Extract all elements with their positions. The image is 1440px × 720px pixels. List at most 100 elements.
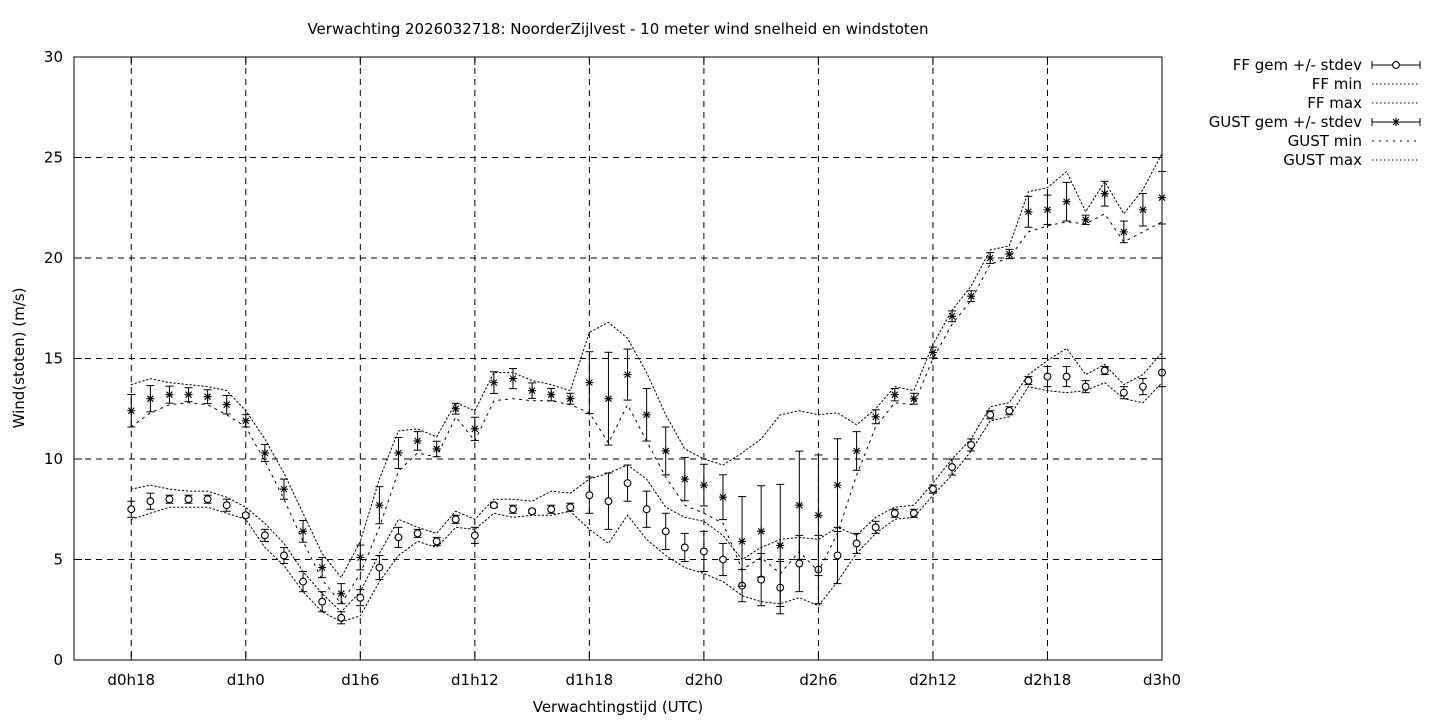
data-point bbox=[776, 541, 785, 550]
data-point bbox=[585, 491, 594, 500]
star-marker-path bbox=[680, 475, 689, 484]
legend-entry: FF max bbox=[1307, 94, 1420, 112]
data-point bbox=[738, 537, 747, 546]
data-point bbox=[299, 527, 308, 536]
data-point bbox=[1119, 388, 1128, 397]
star-marker-path bbox=[394, 448, 403, 457]
y-tick-label: 15 bbox=[44, 350, 63, 368]
star-marker-path bbox=[967, 292, 976, 301]
star-marker-path bbox=[585, 378, 594, 387]
data-point bbox=[1119, 227, 1128, 236]
data-point bbox=[833, 551, 842, 560]
legend-label: FF gem +/- stdev bbox=[1233, 56, 1362, 74]
data-point bbox=[604, 497, 613, 506]
data-point bbox=[795, 559, 804, 568]
series-line bbox=[130, 347, 1163, 613]
data-point bbox=[699, 481, 708, 490]
data-point bbox=[528, 507, 537, 516]
star-marker-path bbox=[776, 541, 785, 550]
data-point bbox=[1100, 189, 1109, 198]
data-point bbox=[432, 444, 441, 453]
data-point bbox=[165, 495, 174, 504]
data-point bbox=[127, 505, 136, 514]
data-point bbox=[222, 501, 231, 510]
data-point bbox=[928, 348, 937, 357]
data-point bbox=[146, 497, 155, 506]
grid-lines bbox=[74, 57, 1163, 660]
star-marker-path bbox=[757, 527, 766, 536]
data-point bbox=[719, 555, 727, 564]
legend-label: GUST max bbox=[1283, 151, 1362, 169]
data-point bbox=[413, 529, 422, 538]
data-point bbox=[1024, 207, 1033, 216]
data-series bbox=[127, 152, 1166, 625]
data-point bbox=[986, 410, 995, 419]
star-marker-path bbox=[375, 501, 384, 510]
data-point bbox=[948, 312, 957, 321]
data-point bbox=[394, 448, 403, 457]
series-gust-min bbox=[130, 213, 1163, 605]
axis-ticks: 0 5 10 15 20 25 30 d0h18 d1h0 d1h6 d1h12 d1h18 d2h0 d… bbox=[44, 48, 1181, 689]
legend-label: FF max bbox=[1307, 94, 1362, 112]
data-point bbox=[375, 501, 384, 510]
data-point bbox=[680, 475, 689, 484]
star-marker-path bbox=[928, 348, 937, 357]
series-gust-max bbox=[130, 152, 1163, 579]
star-marker-path bbox=[986, 254, 995, 262]
star-marker-path bbox=[127, 406, 136, 415]
star-marker-path bbox=[432, 444, 441, 453]
data-point bbox=[642, 410, 651, 419]
data-point bbox=[1081, 382, 1090, 391]
data-point bbox=[432, 537, 441, 546]
data-point bbox=[623, 370, 632, 379]
data-point bbox=[337, 613, 346, 622]
legend-entry: FF min bbox=[1312, 75, 1420, 93]
star-marker-path bbox=[1081, 215, 1090, 224]
chart-title: Verwachting 2026032718: NoorderZijlvest … bbox=[307, 20, 928, 38]
data-point bbox=[241, 511, 250, 520]
data-point bbox=[1024, 376, 1033, 385]
x-tick-label: d0h18 bbox=[107, 671, 155, 689]
star-marker-path bbox=[661, 446, 670, 455]
x-tick-label: d2h18 bbox=[1024, 671, 1072, 689]
x-tick-label: d2h6 bbox=[799, 671, 837, 689]
star-marker-path bbox=[890, 390, 899, 399]
star-marker-path bbox=[279, 485, 288, 494]
star-marker-path bbox=[566, 394, 575, 403]
star-marker-path bbox=[699, 481, 708, 490]
y-tick-label: 10 bbox=[44, 450, 63, 468]
star-marker-path bbox=[318, 563, 327, 572]
data-point bbox=[489, 378, 498, 387]
data-point bbox=[1005, 249, 1014, 258]
y-axis-label: Wind(stoten) (m/s) bbox=[10, 288, 28, 429]
data-point bbox=[260, 531, 269, 540]
data-point bbox=[509, 505, 517, 514]
star-marker-path bbox=[718, 493, 727, 502]
data-point bbox=[986, 254, 995, 262]
y-tick-label: 30 bbox=[44, 48, 63, 66]
legend-marker bbox=[1392, 61, 1400, 69]
data-point bbox=[451, 404, 460, 413]
star-marker-path bbox=[184, 390, 193, 399]
data-point bbox=[890, 390, 899, 399]
y-tick-label: 20 bbox=[44, 249, 63, 267]
y-tick-label: 0 bbox=[53, 651, 63, 669]
legend-marker bbox=[1392, 118, 1400, 126]
legend-entry: GUST gem +/- stdev bbox=[1209, 113, 1421, 131]
data-point bbox=[509, 374, 518, 383]
data-point bbox=[1100, 366, 1109, 375]
data-point bbox=[184, 390, 193, 399]
legend-entry: GUST max bbox=[1283, 151, 1420, 169]
data-point bbox=[547, 390, 556, 399]
star-marker-path bbox=[871, 412, 880, 421]
data-point bbox=[356, 553, 365, 562]
data-point bbox=[260, 448, 269, 457]
star-marker-path bbox=[795, 501, 804, 510]
star-marker-path bbox=[1062, 197, 1071, 206]
data-point bbox=[337, 589, 346, 598]
data-point bbox=[967, 292, 976, 301]
data-point bbox=[1138, 205, 1147, 214]
star-marker-path bbox=[509, 374, 518, 383]
data-point bbox=[604, 394, 613, 403]
data-point bbox=[279, 485, 288, 494]
